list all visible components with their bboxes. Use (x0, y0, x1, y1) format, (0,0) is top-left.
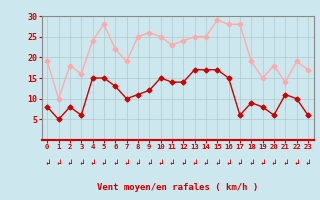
Text: ↲: ↲ (79, 158, 84, 167)
Text: ↲: ↲ (68, 158, 72, 167)
Text: ↲: ↲ (45, 158, 50, 167)
Text: ↲: ↲ (56, 158, 61, 167)
Text: ↲: ↲ (147, 158, 152, 167)
Text: ↲: ↲ (215, 158, 220, 167)
Text: ↲: ↲ (124, 158, 129, 167)
Text: ↲: ↲ (90, 158, 95, 167)
Text: ↲: ↲ (192, 158, 197, 167)
Text: ↲: ↲ (238, 158, 242, 167)
Text: ↲: ↲ (181, 158, 186, 167)
Text: ↲: ↲ (170, 158, 174, 167)
Text: ↲: ↲ (249, 158, 253, 167)
Text: ↲: ↲ (283, 158, 288, 167)
Text: ↲: ↲ (260, 158, 265, 167)
Text: ↲: ↲ (158, 158, 163, 167)
Text: ↲: ↲ (136, 158, 140, 167)
Text: ↲: ↲ (294, 158, 299, 167)
Text: ↲: ↲ (102, 158, 106, 167)
Text: Vent moyen/en rafales ( km/h ): Vent moyen/en rafales ( km/h ) (97, 183, 258, 192)
Text: ↲: ↲ (113, 158, 117, 167)
Text: ↲: ↲ (226, 158, 231, 167)
Text: ↲: ↲ (272, 158, 276, 167)
Text: ↲: ↲ (306, 158, 310, 167)
Text: ↲: ↲ (204, 158, 208, 167)
